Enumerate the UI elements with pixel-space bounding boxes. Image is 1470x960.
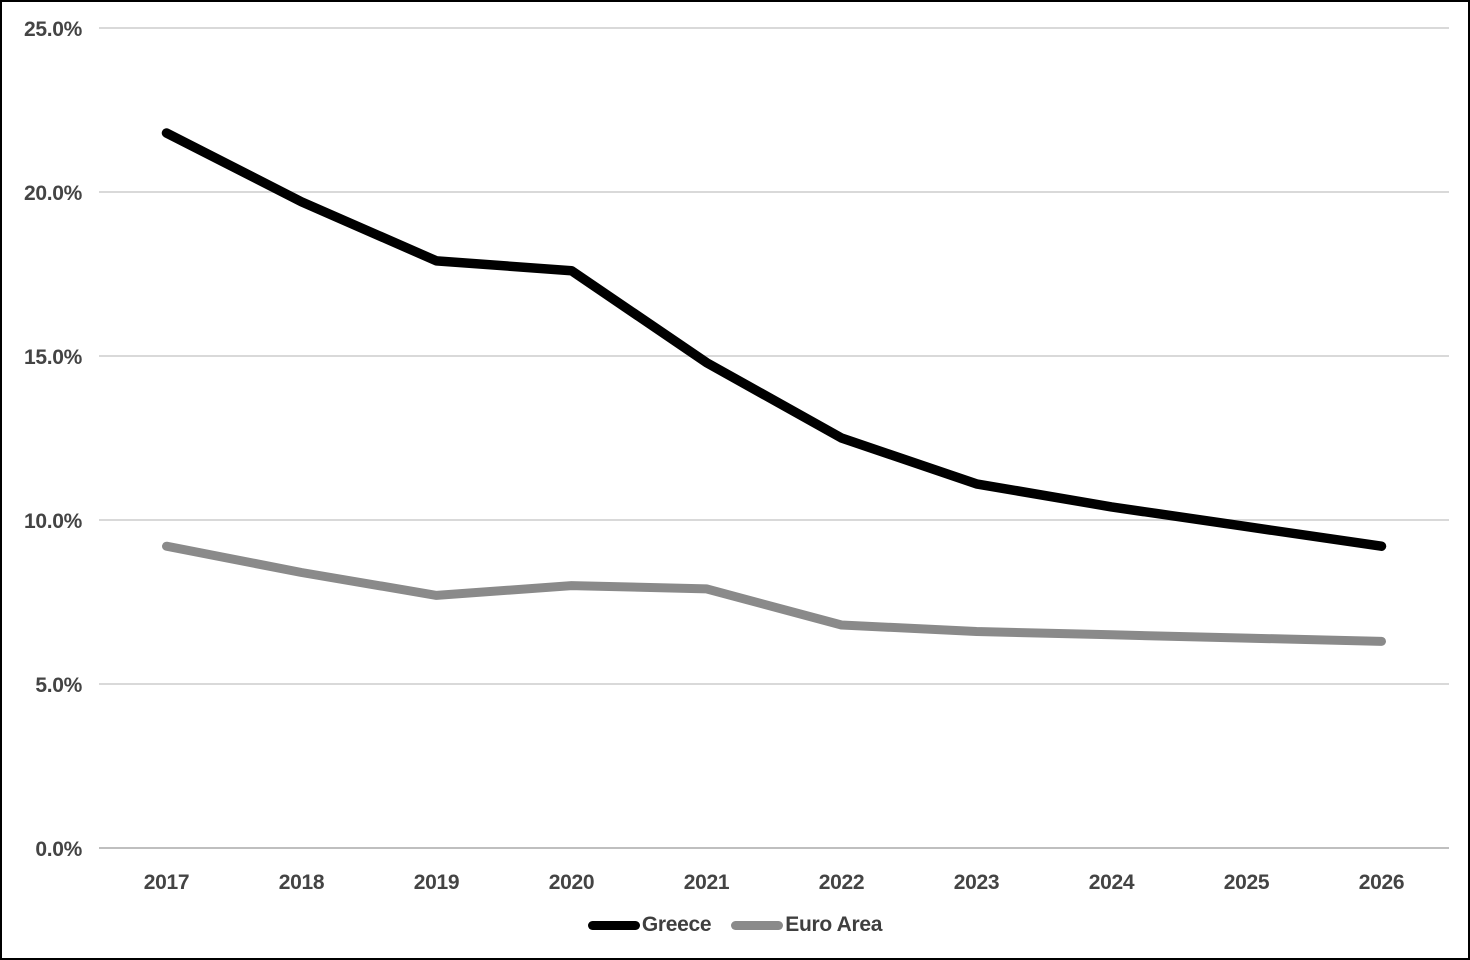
x-tick-label-2022: 2022 (819, 871, 865, 894)
y-tick-label-25: 25.0% (24, 18, 83, 41)
x-tick-label-2025: 2025 (1224, 871, 1270, 894)
series-line-euro-area (162, 541, 1386, 646)
y-tick-label-10: 10.0% (24, 510, 83, 533)
x-tick-label-2026: 2026 (1359, 871, 1405, 894)
legend-label-euro-area: Euro Area (785, 913, 883, 936)
legend-label-greece: Greece (641, 913, 712, 936)
x-tick-label-2019: 2019 (414, 871, 460, 894)
legend-item-greece: Greece (587, 913, 712, 937)
x-tick-label-2024: 2024 (1089, 871, 1135, 894)
legend-item-euro-area: Euro Area (731, 913, 882, 937)
y-tick-label-0: 0.0% (35, 838, 82, 861)
x-tick-label-2023: 2023 (954, 871, 1000, 894)
y-tick-label-20: 20.0% (24, 182, 83, 205)
y-tick-label-5: 5.0% (35, 674, 82, 697)
x-tick-label-2017: 2017 (144, 871, 190, 894)
euro-area-line-swatch (731, 920, 784, 930)
x-tick-label-2021: 2021 (684, 871, 730, 894)
chart-legend: Greece Euro Area (2, 913, 1468, 937)
y-tick-label-15: 15.0% (24, 346, 83, 369)
greece-line-swatch (587, 920, 640, 930)
x-tick-label-2018: 2018 (279, 871, 325, 894)
series-line-greece (161, 128, 1387, 551)
x-tick-label-2020: 2020 (549, 871, 595, 894)
